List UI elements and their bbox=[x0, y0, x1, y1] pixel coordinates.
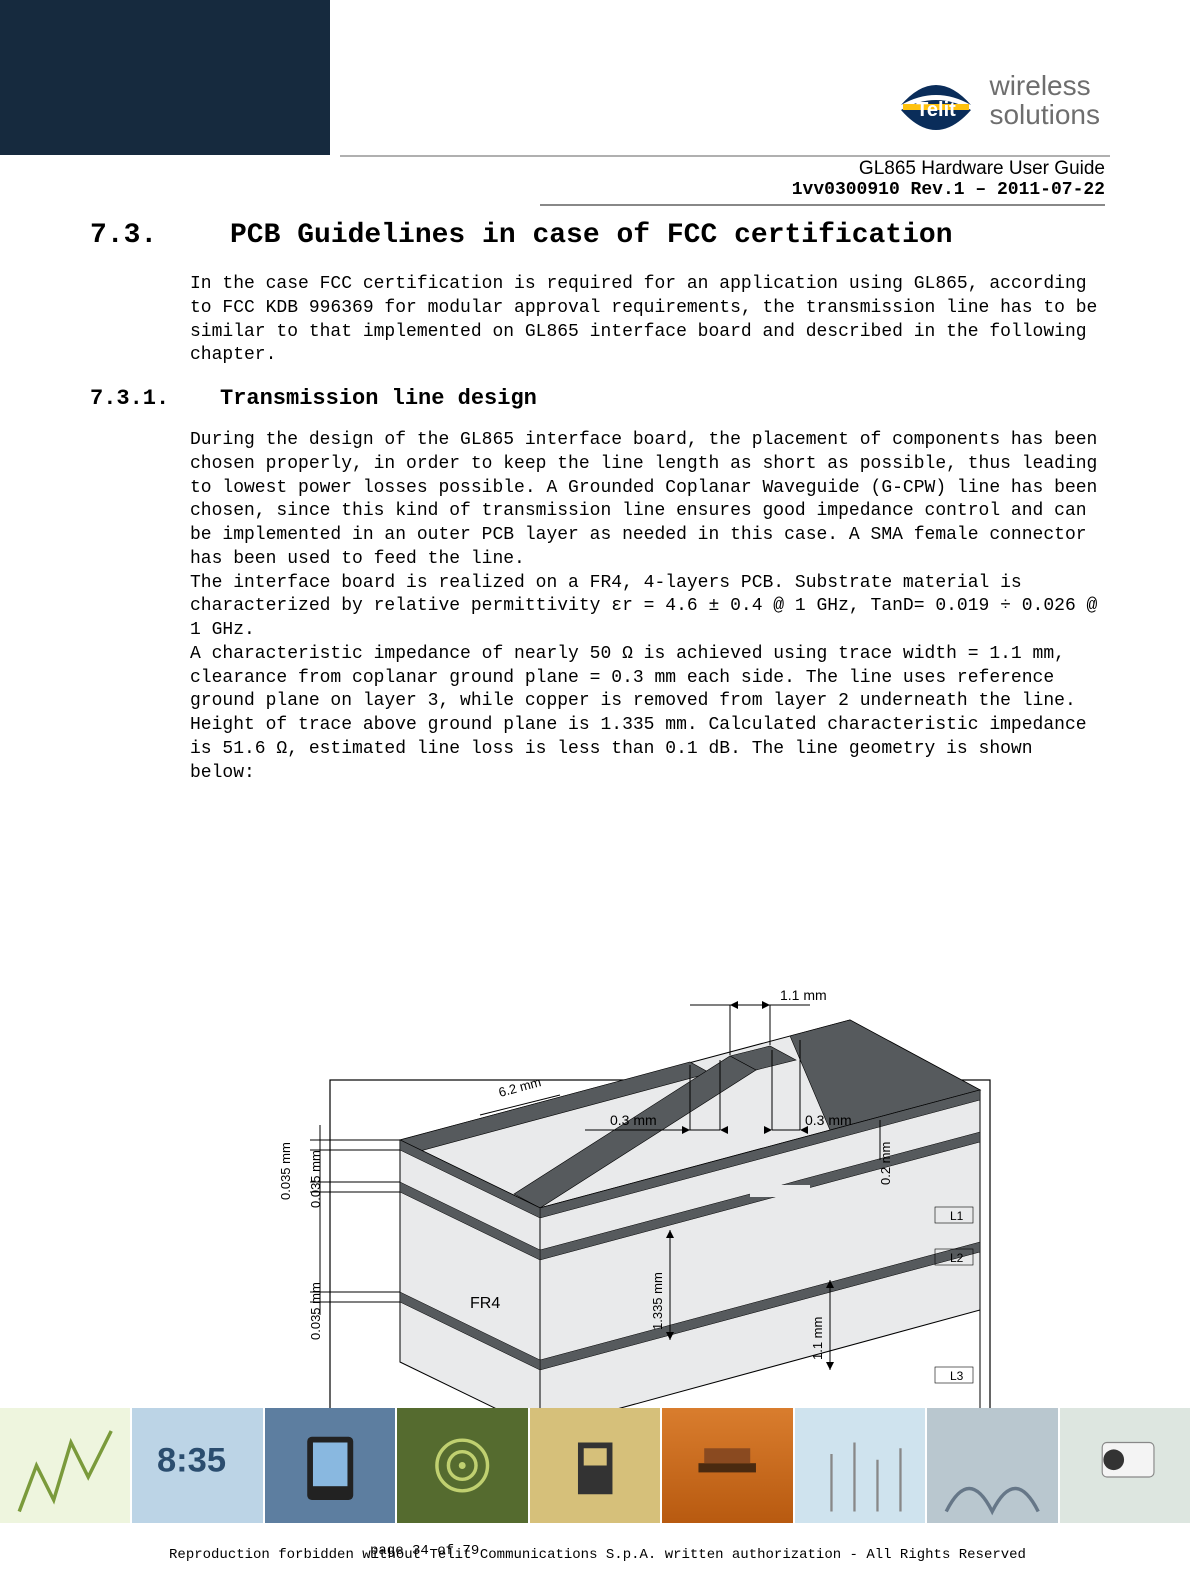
label-l2: L2 bbox=[950, 1251, 964, 1265]
dim-dielectric-bot: 1.1 mm bbox=[810, 1317, 825, 1360]
logo-tagline: wireless solutions bbox=[989, 71, 1100, 130]
dim-cu-l3: 0.035 mm bbox=[308, 1282, 323, 1340]
content: 7.3. PCB Guidelines in case of FCC certi… bbox=[90, 220, 1105, 799]
footer-tile bbox=[397, 1408, 529, 1523]
footer-tile bbox=[795, 1408, 927, 1523]
footer-tile bbox=[1060, 1408, 1190, 1523]
footer-image-strip: 8:35 bbox=[0, 1408, 1190, 1523]
dim-gap-left: 0.3 mm bbox=[610, 1112, 657, 1128]
header: Telit wireless solutions bbox=[0, 0, 1190, 155]
subheading-number: 7.3.1. bbox=[90, 386, 220, 411]
label-fr4: FR4 bbox=[470, 1295, 500, 1312]
subheading-title: Transmission line design bbox=[220, 386, 537, 411]
meta-rule bbox=[540, 204, 1105, 206]
heading-7-3: 7.3. PCB Guidelines in case of FCC certi… bbox=[90, 220, 1105, 251]
heading-number: 7.3. bbox=[90, 220, 230, 251]
svg-text:8:35: 8:35 bbox=[157, 1441, 226, 1479]
tagline-line1: wireless bbox=[989, 71, 1100, 100]
footer-copyright: Reproduction forbidden without Telit Com… bbox=[90, 1547, 1105, 1563]
pcb-geometry-figure: 1.1 mm 0.3 mm 0.3 mm 6.2 mm bbox=[190, 960, 1020, 1470]
doc-revision: 1vv0300910 Rev.1 – 2011-07-22 bbox=[792, 180, 1105, 200]
footer-tile bbox=[0, 1408, 132, 1523]
heading-title: PCB Guidelines in case of FCC certificat… bbox=[230, 220, 953, 251]
heading-7-3-1: 7.3.1. Transmission line design bbox=[90, 386, 1105, 411]
dim-trace-width: 1.1 mm bbox=[780, 987, 827, 1003]
copyright-text: Reproduction forbidden without Telit Com… bbox=[169, 1547, 1026, 1563]
label-l1: L1 bbox=[950, 1209, 964, 1223]
paragraph-substrate: The interface board is realized on a FR4… bbox=[90, 572, 1105, 643]
dim-dielectric-mid: 1.335 mm bbox=[650, 1272, 665, 1330]
paragraph-intro: In the case FCC certification is require… bbox=[90, 273, 1105, 368]
tagline-line2: solutions bbox=[989, 100, 1100, 129]
footer-tile: 8:35 bbox=[132, 1408, 264, 1523]
doc-title: GL865 Hardware User Guide bbox=[792, 158, 1105, 180]
dim-cu-l1: 0.035 mm bbox=[278, 1142, 293, 1200]
footer-tile bbox=[927, 1408, 1059, 1523]
doc-meta: GL865 Hardware User Guide 1vv0300910 Rev… bbox=[792, 158, 1105, 200]
footer-tile bbox=[265, 1408, 397, 1523]
paragraph-design: During the design of the GL865 interface… bbox=[90, 429, 1105, 572]
logo: Telit wireless solutions bbox=[891, 60, 1100, 140]
telit-logo-icon: Telit bbox=[891, 60, 981, 140]
dim-gap-right: 0.3 mm bbox=[805, 1112, 852, 1128]
dim-cu-l2: 0.035 mm bbox=[308, 1150, 323, 1208]
svg-text:Telit: Telit bbox=[917, 99, 957, 121]
footer-tile bbox=[662, 1408, 794, 1523]
label-l3: L3 bbox=[950, 1369, 964, 1383]
footer-tile bbox=[530, 1408, 662, 1523]
dim-diag-length: 6.2 mm bbox=[497, 1074, 543, 1100]
page-number: page 34 of 79 bbox=[370, 1543, 479, 1559]
dim-dielectric-top: 0.2 mm bbox=[878, 1142, 893, 1185]
header-gap bbox=[330, 0, 340, 155]
header-dark-block bbox=[0, 0, 330, 155]
paragraph-impedance: A characteristic impedance of nearly 50 … bbox=[90, 643, 1105, 786]
